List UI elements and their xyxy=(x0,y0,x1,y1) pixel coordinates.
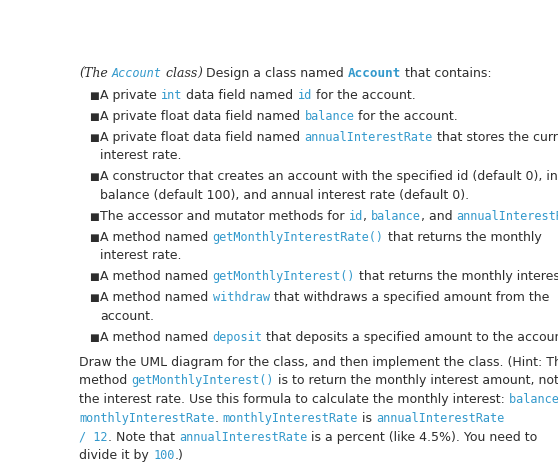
Text: divide it by: divide it by xyxy=(79,449,153,462)
Text: A private: A private xyxy=(100,89,161,102)
Text: getMonthlyInterest(): getMonthlyInterest() xyxy=(132,374,274,387)
Text: that stores the current: that stores the current xyxy=(432,130,558,144)
Text: balance: balance xyxy=(371,210,421,223)
Text: balance *: balance * xyxy=(509,393,558,406)
Text: A method named: A method named xyxy=(100,231,213,243)
Text: A private float data field named: A private float data field named xyxy=(100,130,305,144)
Text: interest rate.: interest rate. xyxy=(100,149,182,162)
Text: balance: balance xyxy=(305,110,354,123)
Text: the interest rate. Use this formula to calculate the monthly interest:: the interest rate. Use this formula to c… xyxy=(79,393,509,406)
Text: class: class xyxy=(162,68,197,80)
Text: deposit: deposit xyxy=(213,331,262,344)
Text: Draw the UML diagram for the class, and then implement the class. (Hint: The: Draw the UML diagram for the class, and … xyxy=(79,356,558,369)
Text: annualInterestRate: annualInterestRate xyxy=(179,431,307,444)
Text: / 12: / 12 xyxy=(79,431,108,444)
Text: ,: , xyxy=(363,210,371,223)
Text: getMonthlyInterest(): getMonthlyInterest() xyxy=(213,270,355,283)
Text: (: ( xyxy=(79,68,84,80)
Text: annualInterestRate: annualInterestRate xyxy=(456,210,558,223)
Text: that returns the monthly interest.: that returns the monthly interest. xyxy=(355,270,558,283)
Text: id: id xyxy=(297,89,312,102)
Text: that contains:: that contains: xyxy=(401,68,492,80)
Text: balance (default 100), and annual interest rate (default 0).: balance (default 100), and annual intere… xyxy=(100,189,469,202)
Text: A method named: A method named xyxy=(100,331,213,344)
Text: Account: Account xyxy=(112,68,162,80)
Text: A method named: A method named xyxy=(100,270,213,283)
Text: is to return the monthly interest amount, not: is to return the monthly interest amount… xyxy=(274,374,558,387)
Text: is a percent (like 4.5%). You need to: is a percent (like 4.5%). You need to xyxy=(307,431,537,444)
Text: that deposits a specified amount to the account.: that deposits a specified amount to the … xyxy=(262,331,558,344)
Text: Design a class named: Design a class named xyxy=(202,68,348,80)
Text: id: id xyxy=(349,210,363,223)
Text: . Note that: . Note that xyxy=(108,431,179,444)
Text: A constructor that creates an account with the specified id (default 0), initial: A constructor that creates an account wi… xyxy=(100,170,558,183)
Text: account.: account. xyxy=(100,310,155,323)
Text: ■: ■ xyxy=(89,293,99,303)
Text: data field named: data field named xyxy=(182,89,297,102)
Text: monthlyInterestRate: monthlyInterestRate xyxy=(223,412,358,425)
Text: for the account.: for the account. xyxy=(312,89,416,102)
Text: Account: Account xyxy=(348,68,401,80)
Text: .): .) xyxy=(175,449,184,462)
Text: ■: ■ xyxy=(89,172,99,182)
Text: withdraw: withdraw xyxy=(213,291,270,304)
Text: getMonthlyInterestRate(): getMonthlyInterestRate() xyxy=(213,231,383,243)
Text: that returns the monthly: that returns the monthly xyxy=(383,231,541,243)
Text: int: int xyxy=(161,89,182,102)
Text: The: The xyxy=(84,68,112,80)
Text: ): ) xyxy=(197,68,202,80)
Text: ■: ■ xyxy=(89,212,99,222)
Text: 100: 100 xyxy=(153,449,175,462)
Text: , and: , and xyxy=(421,210,456,223)
Text: interest rate.: interest rate. xyxy=(100,250,182,262)
Text: that withdraws a specified amount from the: that withdraws a specified amount from t… xyxy=(270,291,549,304)
Text: ■: ■ xyxy=(89,112,99,122)
Text: method: method xyxy=(79,374,132,387)
Text: annualInterestRate: annualInterestRate xyxy=(305,130,432,144)
Text: is: is xyxy=(358,412,376,425)
Text: ■: ■ xyxy=(89,272,99,282)
Text: .: . xyxy=(215,412,223,425)
Text: ■: ■ xyxy=(89,91,99,101)
Text: ■: ■ xyxy=(89,333,99,343)
Text: monthlyInterestRate: monthlyInterestRate xyxy=(79,412,215,425)
Text: for the account.: for the account. xyxy=(354,110,458,123)
Text: ■: ■ xyxy=(89,133,99,143)
Text: ■: ■ xyxy=(89,233,99,242)
Text: A private float data field named: A private float data field named xyxy=(100,110,305,123)
Text: annualInterestRate: annualInterestRate xyxy=(376,412,504,425)
Text: A method named: A method named xyxy=(100,291,213,304)
Text: The accessor and mutator methods for: The accessor and mutator methods for xyxy=(100,210,349,223)
